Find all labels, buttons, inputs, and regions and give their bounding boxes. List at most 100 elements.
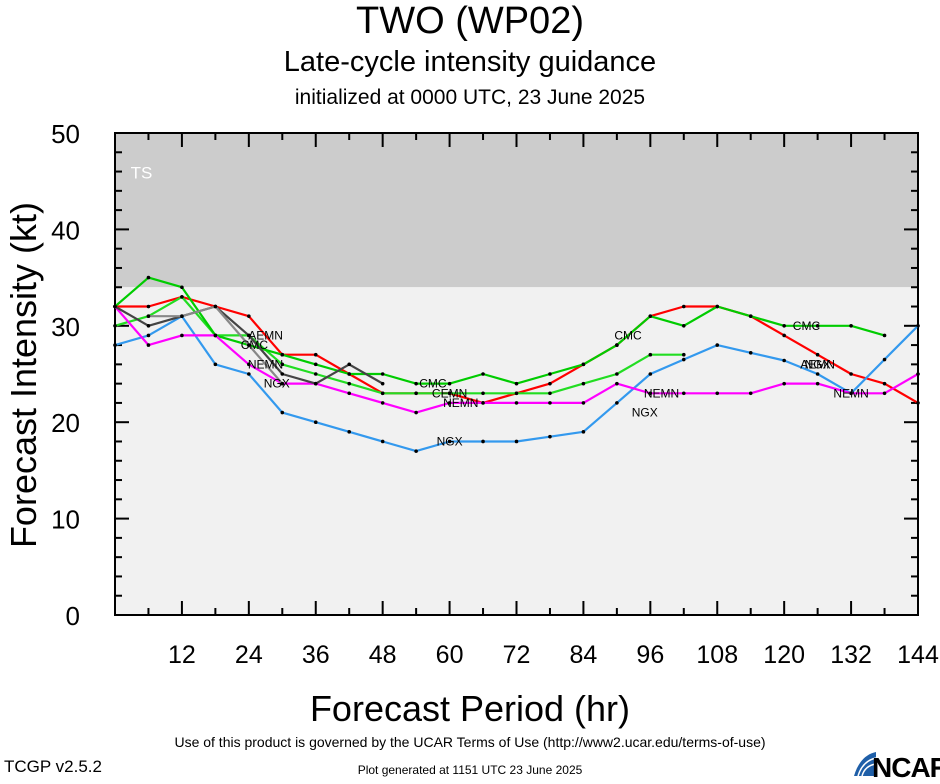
x-tick-label: 24: [235, 641, 263, 669]
data-point: [681, 357, 686, 362]
data-point: [548, 434, 552, 439]
data-point: [213, 362, 218, 367]
series-label-cmc: CMC: [419, 377, 447, 391]
data-point: [146, 333, 151, 338]
data-point: [146, 343, 151, 347]
data-point: [313, 420, 318, 425]
data-point: [414, 410, 418, 415]
data-point: [648, 372, 653, 376]
series-label-cemn: CEMN: [432, 386, 467, 400]
data-point: [782, 333, 786, 338]
data-point: [180, 314, 184, 318]
data-point: [715, 304, 720, 309]
series-label-aemn: AEMN: [800, 357, 835, 371]
data-point: [615, 343, 619, 347]
y-axis-label: Forecast Intensity (kt): [3, 201, 44, 549]
data-point: [615, 381, 619, 386]
x-tick-label: 12: [168, 641, 196, 669]
data-point: [213, 304, 218, 309]
intensity-band-1: [115, 287, 918, 615]
x-tick-label: 36: [302, 641, 330, 669]
data-point: [615, 401, 619, 405]
intensity-band-0: [115, 133, 918, 288]
x-tick-label: 108: [696, 641, 738, 669]
y-tick-label: 50: [51, 119, 80, 149]
data-point: [548, 391, 552, 396]
data-point: [849, 391, 853, 396]
data-point: [380, 401, 385, 405]
data-point: [414, 391, 418, 396]
data-point: [782, 381, 786, 386]
plot-generated-text: Plot generated at 1151 UTC 23 June 2025: [357, 763, 583, 777]
data-point: [748, 350, 753, 355]
data-point: [180, 285, 184, 290]
x-tick-label: 72: [503, 641, 531, 669]
series-label-nemn: NEMN: [248, 357, 283, 371]
series-label-nemn: NEMN: [443, 396, 478, 410]
x-tick-label: 84: [570, 641, 598, 669]
data-point: [581, 401, 586, 405]
data-point: [247, 372, 251, 376]
chart-title: TWO (WP02): [356, 0, 584, 42]
data-point: [481, 439, 485, 444]
data-point: [916, 401, 920, 405]
data-point: [548, 372, 552, 376]
data-point: [882, 391, 887, 396]
data-point: [414, 381, 418, 386]
data-point: [380, 381, 385, 386]
data-point: [648, 352, 653, 357]
data-point: [313, 372, 318, 376]
x-tick-label: 60: [436, 641, 464, 669]
data-point: [313, 362, 318, 367]
data-point: [916, 324, 920, 328]
data-point: [514, 381, 519, 386]
data-point: [581, 430, 586, 434]
data-point: [681, 352, 686, 357]
data-point: [447, 391, 452, 396]
data-point: [481, 401, 485, 405]
y-tick-label: 10: [51, 505, 80, 535]
series-label-cmc: CMC: [614, 328, 642, 342]
series-label-nemn: NEMN: [833, 386, 868, 400]
data-point: [849, 324, 853, 328]
data-point: [514, 439, 519, 444]
x-tick-label: 144: [897, 641, 939, 669]
data-point: [247, 362, 251, 367]
data-point: [247, 314, 251, 318]
x-tick-label: 120: [763, 641, 805, 669]
y-tick-label: 0: [66, 601, 80, 631]
data-point: [615, 372, 619, 376]
x-tick-label: 48: [369, 641, 397, 669]
band-label: TS: [131, 164, 153, 183]
terms-of-use-text: Use of this product is governed by the U…: [174, 734, 766, 750]
data-point: [514, 391, 519, 396]
data-point: [347, 430, 352, 434]
x-tick-label: 96: [636, 641, 664, 669]
data-point: [347, 391, 352, 396]
ncar-logo-text: NCAR: [872, 752, 940, 783]
data-point: [280, 410, 285, 415]
data-point: [882, 333, 887, 338]
data-point: [113, 304, 117, 309]
data-point: [280, 362, 285, 367]
data-point: [313, 381, 318, 386]
ncar-logo-icon: [854, 752, 877, 777]
data-point: [715, 343, 720, 347]
data-point: [447, 381, 452, 386]
data-point: [815, 352, 820, 357]
data-point: [347, 381, 352, 386]
data-point: [648, 391, 653, 396]
data-point: [113, 324, 117, 328]
series-label-cmc: CMC: [241, 338, 269, 352]
data-point: [782, 324, 786, 328]
series-label-aemn: AEMN: [248, 328, 283, 342]
data-point: [748, 314, 753, 318]
data-point: [782, 358, 786, 363]
data-point: [146, 304, 151, 309]
data-point: [815, 372, 820, 376]
x-axis-label: Forecast Period (hr): [309, 688, 631, 729]
series-label-nemn: NEMN: [644, 386, 679, 400]
data-point: [347, 362, 352, 367]
data-point: [414, 449, 418, 453]
data-point: [681, 304, 686, 309]
